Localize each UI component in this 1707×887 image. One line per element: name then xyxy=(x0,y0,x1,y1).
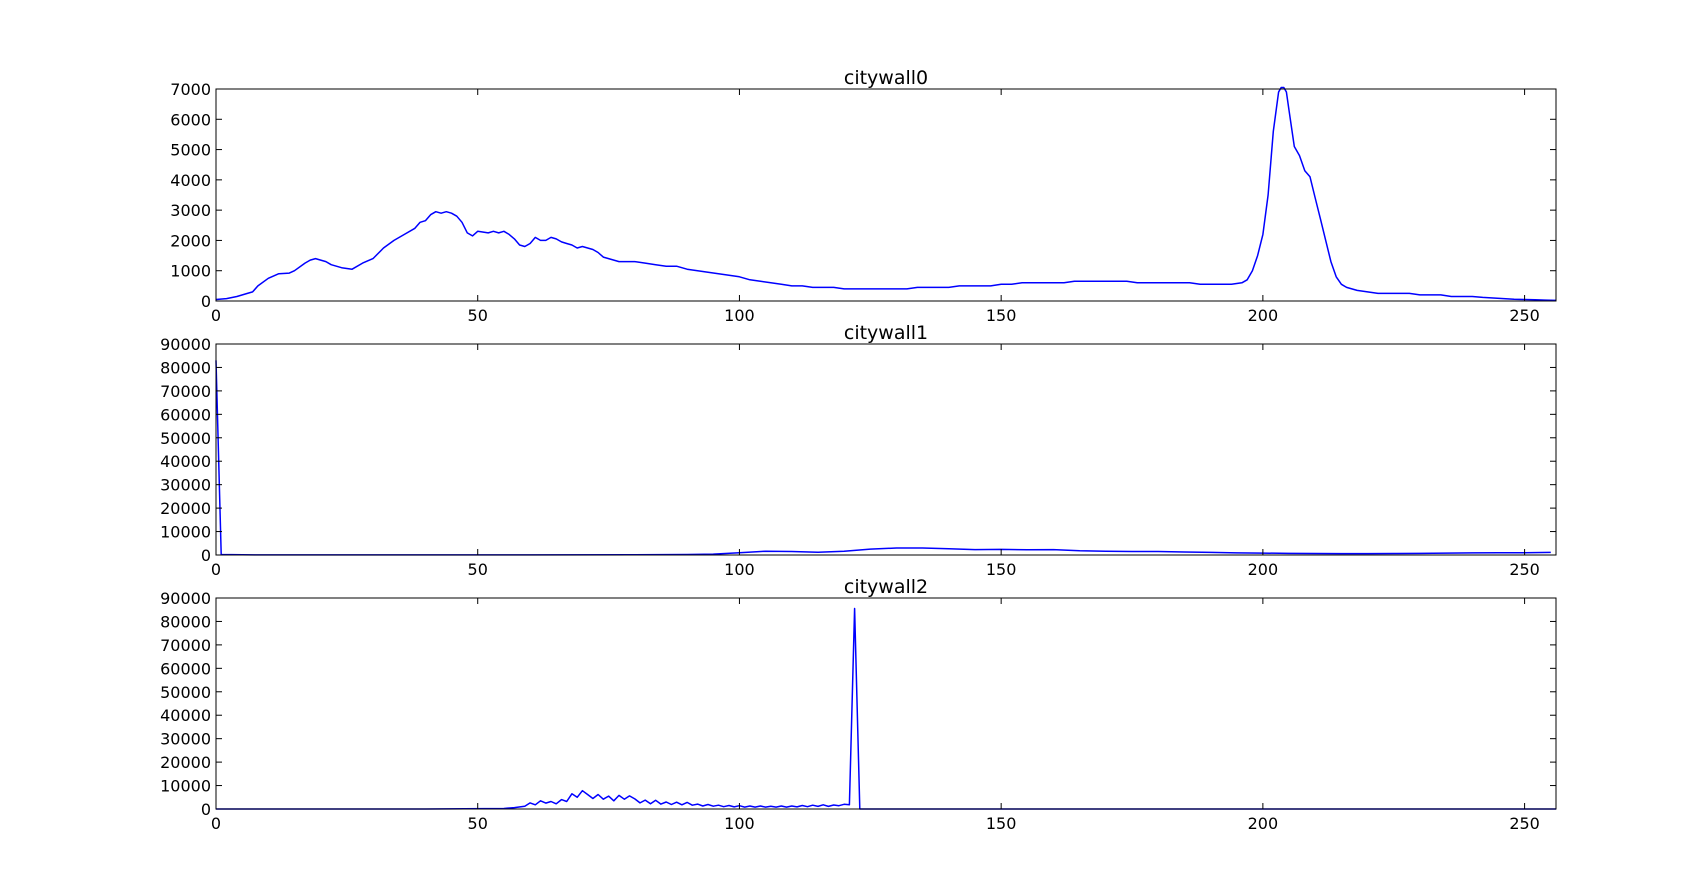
x-tick-label-1-4: 200 xyxy=(1248,560,1279,579)
y-tick-label-0-5: 5000 xyxy=(170,141,211,160)
y-tick-label-0-3: 3000 xyxy=(170,201,211,220)
subplot-2: 0 50 100 150 200 2500100002000030000400005000… xyxy=(160,576,1557,833)
series-line-2 xyxy=(216,607,1556,810)
x-tick-label-1-3: 150 xyxy=(986,560,1017,579)
x-tick-label-1-1: 50 xyxy=(468,560,488,579)
chart-title-2: citywall2 xyxy=(844,576,928,598)
y-tick-label-2-3: 30000 xyxy=(160,730,211,749)
series-line-0 xyxy=(215,86,1557,302)
y-tick-label-0-7: 7000 xyxy=(170,80,211,99)
x-tick-label-0-4: 200 xyxy=(1248,306,1279,325)
y-tick-label-2-6: 60000 xyxy=(160,659,211,678)
x-tick-label-2-0: 0 xyxy=(211,814,221,833)
x-tick-label-1-0: 0 xyxy=(211,560,221,579)
x-tick-label-2-4: 200 xyxy=(1248,814,1279,833)
y-tick-label-0-2: 2000 xyxy=(170,231,211,250)
y-tick-label-1-5: 50000 xyxy=(160,429,211,448)
x-tick-label-2-5: 250 xyxy=(1509,814,1540,833)
y-tick-label-2-5: 50000 xyxy=(160,683,211,702)
chart-title-1: citywall1 xyxy=(844,322,928,344)
y-tick-label-0-4: 4000 xyxy=(170,171,211,190)
y-tick-label-0-6: 6000 xyxy=(170,110,211,129)
subplot-0: 0 50 100 150 200 250 0 1000 2000 3000 4000 5000 6000… xyxy=(170,67,1557,325)
y-tick-label-2-4: 40000 xyxy=(160,706,211,725)
plot-frame-2 xyxy=(215,597,1557,810)
x-tick-label-2-2: 100 xyxy=(724,814,755,833)
x-tick-label-0-0: 0 xyxy=(211,306,221,325)
x-tick-label-1-5: 250 xyxy=(1509,560,1540,579)
series-line-1 xyxy=(215,360,1551,556)
y-tick-label-2-0: 0 xyxy=(201,800,211,819)
y-tick-label-1-4: 40000 xyxy=(160,452,211,471)
plot-frame-0 xyxy=(215,88,1557,302)
y-tick-label-2-2: 20000 xyxy=(160,753,211,772)
y-tick-label-1-1: 10000 xyxy=(160,523,211,542)
y-tick-label-0-0: 0 xyxy=(201,292,211,311)
x-tick-label-0-3: 150 xyxy=(986,306,1017,325)
y-tick-label-0-1: 1000 xyxy=(170,262,211,281)
plot-frame-1 xyxy=(215,343,1557,556)
chart-title-0: citywall0 xyxy=(844,67,928,89)
x-tick-label-1-2: 100 xyxy=(724,560,755,579)
x-tick-label-2-1: 50 xyxy=(468,814,488,833)
y-tick-label-1-9: 90000 xyxy=(160,335,211,354)
x-tick-label-2-3: 150 xyxy=(986,814,1017,833)
x-tick-label-0-1: 50 xyxy=(468,306,488,325)
y-tick-label-1-0: 0 xyxy=(201,546,211,565)
subplot-1: 0 50 100 150 200 2500100002000030000400005000… xyxy=(160,322,1557,579)
y-tick-label-1-3: 30000 xyxy=(160,476,211,495)
x-tick-label-0-2: 100 xyxy=(724,306,755,325)
y-tick-label-2-9: 90000 xyxy=(160,589,211,608)
x-tick-label-0-5: 250 xyxy=(1509,306,1540,325)
y-tick-label-2-1: 10000 xyxy=(160,777,211,796)
y-tick-label-1-7: 70000 xyxy=(160,382,211,401)
y-tick-label-1-6: 60000 xyxy=(160,405,211,424)
y-tick-label-1-8: 80000 xyxy=(160,358,211,377)
y-tick-label-1-2: 20000 xyxy=(160,499,211,518)
y-tick-label-2-7: 70000 xyxy=(160,636,211,655)
y-tick-label-2-8: 80000 xyxy=(160,612,211,631)
